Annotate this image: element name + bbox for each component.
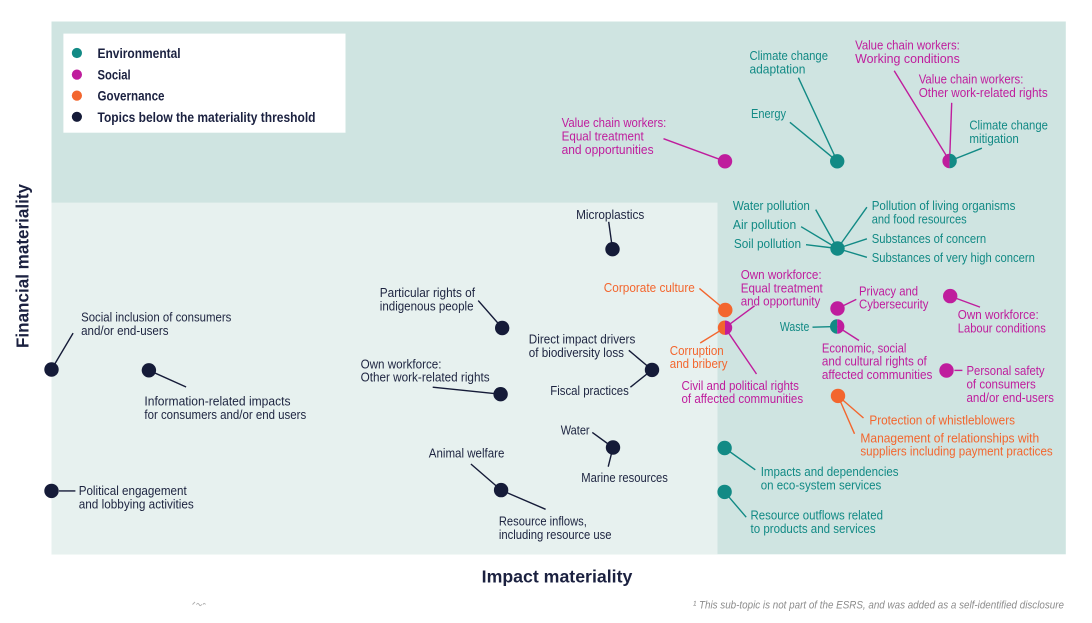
svg-text:Management of relationships wi: Management of relationships with (860, 431, 1039, 445)
svg-text:Animal welfare: Animal welfare (429, 447, 505, 461)
svg-text:Other work-related rights: Other work-related rights (919, 86, 1048, 100)
svg-text:Impacts and dependencies: Impacts and dependencies (761, 465, 899, 479)
svg-text:Resource inflows,: Resource inflows, (499, 515, 587, 529)
svg-text:for consumers and/or end users: for consumers and/or end users (144, 408, 306, 422)
svg-text:Corporate culture: Corporate culture (604, 281, 695, 295)
svg-text:Civil and political rights: Civil and political rights (682, 379, 799, 393)
svg-text:and lobbying activities: and lobbying activities (79, 497, 194, 511)
svg-text:of biodiversity loss: of biodiversity loss (529, 346, 624, 360)
svg-text:to products and services: to products and services (751, 522, 876, 536)
svg-text:Cybersecurity: Cybersecurity (859, 298, 929, 312)
svg-text:including resource use: including resource use (499, 528, 612, 542)
svg-text:and/or end-users: and/or end-users (967, 391, 1054, 405)
svg-text:Equal treatment: Equal treatment (741, 281, 824, 295)
svg-text:on eco-system services: on eco-system services (761, 478, 882, 492)
svg-text:Personal safety: Personal safety (967, 364, 1046, 378)
svg-text:Economic, social: Economic, social (822, 341, 907, 355)
svg-text:and cultural rights of: and cultural rights of (822, 355, 927, 369)
svg-text:Financial materiality: Financial materiality (12, 184, 32, 348)
svg-text:Particular rights of: Particular rights of (380, 286, 476, 300)
svg-text:and opportunities: and opportunities (562, 143, 654, 157)
svg-text:Protection of whistleblowers: Protection of whistleblowers (869, 413, 1015, 427)
svg-text:Direct impact drivers: Direct impact drivers (529, 333, 636, 347)
svg-text:Labour conditions: Labour conditions (958, 321, 1046, 335)
svg-text:Information-related impacts: Information-related impacts (144, 394, 290, 408)
svg-text:Political engagement: Political engagement (79, 484, 187, 498)
svg-text:Own workforce:: Own workforce: (361, 357, 442, 371)
svg-text:adaptation: adaptation (750, 62, 806, 76)
svg-text:and bribery: and bribery (670, 357, 728, 371)
svg-text:Value chain workers:: Value chain workers: (562, 116, 667, 130)
svg-text:Equal treatment: Equal treatment (562, 130, 645, 144)
svg-text:affected communities: affected communities (822, 368, 933, 382)
svg-text:Impact materiality: Impact materiality (482, 567, 633, 587)
svg-text:Own workforce:: Own workforce: (741, 268, 822, 282)
svg-text:Topics below the materiality t: Topics below the materiality threshold (98, 109, 316, 125)
svg-text:Energy: Energy (751, 107, 787, 121)
svg-text:and/or end-users: and/or end-users (81, 324, 168, 338)
svg-text:Substances of very high concer: Substances of very high concern (872, 251, 1035, 265)
svg-text:Governance: Governance (98, 88, 165, 104)
svg-text:Other work-related rights: Other work-related rights (361, 371, 490, 385)
svg-text:Privacy and: Privacy and (859, 284, 918, 298)
svg-text:suppliers including payment pr: suppliers including payment practices (860, 445, 1052, 459)
svg-text:Soil pollution: Soil pollution (734, 237, 801, 251)
svg-text:Social: Social (98, 67, 131, 83)
svg-text:of consumers: of consumers (967, 378, 1036, 392)
svg-text:Waste: Waste (780, 320, 809, 334)
svg-text:Water pollution: Water pollution (733, 199, 810, 213)
svg-text:Substances of concern: Substances of concern (872, 232, 987, 246)
svg-text:Climate change: Climate change (750, 49, 829, 63)
svg-text:of affected communities: of affected communities (682, 392, 804, 406)
svg-text:Corruption: Corruption (670, 344, 724, 358)
svg-text:Marine resources: Marine resources (581, 471, 668, 485)
svg-text:¹ This sub-topic is not part o: ¹ This sub-topic is not part of the ESRS… (693, 599, 1064, 611)
svg-text:Social inclusion of consumers: Social inclusion of consumers (81, 311, 231, 325)
svg-text:Environmental: Environmental (98, 45, 181, 61)
svg-text:Value chain workers:: Value chain workers: (855, 39, 960, 53)
svg-text:Working conditions: Working conditions (855, 52, 960, 66)
svg-text:Pollution of living organisms: Pollution of living organisms (872, 199, 1016, 213)
svg-text:Value chain workers:: Value chain workers: (919, 73, 1024, 87)
svg-text:indigenous people: indigenous people (380, 300, 474, 314)
svg-text:Water: Water (561, 424, 590, 438)
svg-text:Resource outflows related: Resource outflows related (751, 509, 884, 523)
svg-text:Climate change: Climate change (969, 119, 1048, 133)
svg-text:Fiscal practices: Fiscal practices (550, 384, 629, 398)
svg-text:and opportunity: and opportunity (741, 295, 821, 309)
svg-text:mitigation: mitigation (969, 132, 1018, 146)
svg-text:Own workforce:: Own workforce: (958, 308, 1039, 322)
svg-text:Microplastics: Microplastics (576, 208, 644, 222)
svg-text:and food resources: and food resources (872, 213, 967, 227)
svg-text:Air pollution: Air pollution (733, 218, 796, 232)
